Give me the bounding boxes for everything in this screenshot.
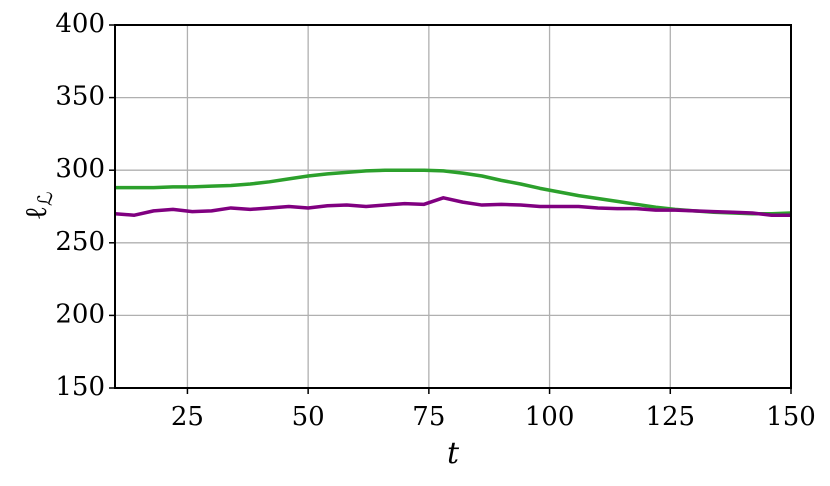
x-tick-label: 150 (766, 402, 816, 432)
y-tick-label: 350 (55, 82, 105, 112)
y-tick-label: 300 (55, 154, 105, 184)
x-tick-label: 50 (292, 402, 325, 432)
y-axis-label: ℓℒ (19, 192, 57, 221)
data-line (115, 168, 792, 216)
y-tick-label: 200 (55, 299, 105, 329)
x-tick-label: 75 (412, 402, 445, 432)
y-axis-label-main: ℓ (19, 206, 54, 220)
x-axis-label: t (447, 436, 460, 471)
x-tick-label: 25 (171, 402, 204, 432)
plot-frame (114, 24, 792, 389)
y-tick-label: 400 (55, 9, 105, 39)
y-axis-label-group: ℓℒ (19, 192, 57, 221)
y-tick-label: 150 (55, 372, 105, 402)
x-tick-label: 100 (525, 402, 575, 432)
data-line (114, 196, 791, 217)
x-tick-label: 125 (645, 402, 695, 432)
y-tick-label: 250 (55, 227, 105, 257)
y-axis-label-sub: ℒ (33, 192, 57, 206)
